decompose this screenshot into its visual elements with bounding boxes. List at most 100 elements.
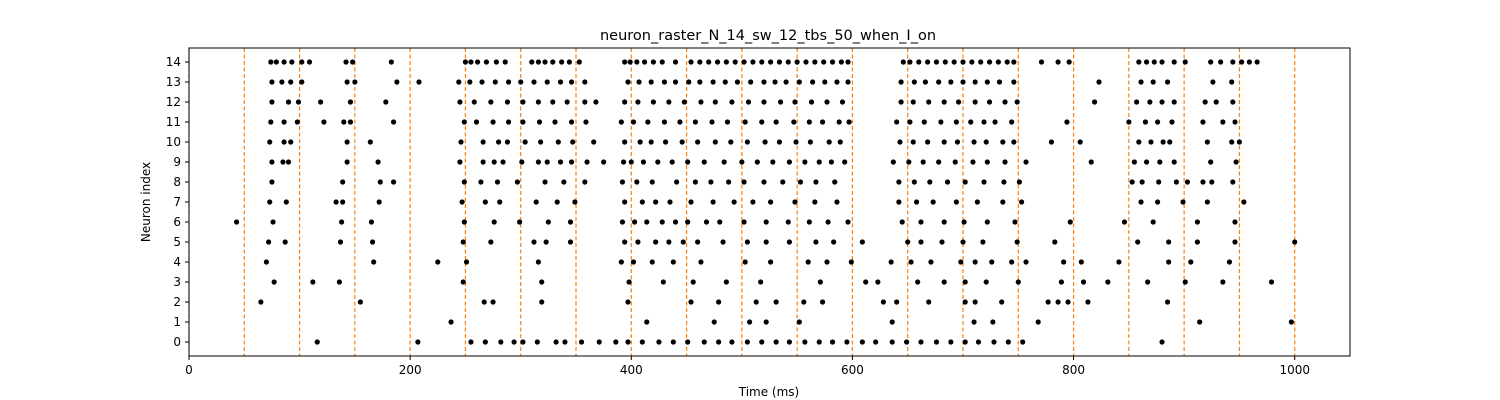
spike-point [672,79,679,85]
spike-point [613,339,619,345]
spike-point [539,299,545,305]
spike-point [1145,279,1151,285]
spike-point [984,159,990,165]
y-tick-label: 10 [166,135,181,149]
spike-point [568,79,575,85]
spike-point [722,79,728,85]
spike-point [1080,279,1087,285]
spike-point [655,159,661,165]
spike-point [567,239,574,245]
spike-point [1139,179,1145,185]
spike-point [271,279,277,285]
spike-point [488,99,494,105]
spike-point [468,339,474,345]
spike-point [826,139,832,145]
spike-point [659,219,665,225]
spike-point [299,59,305,65]
spike-point [269,179,275,185]
spike-point [1208,159,1214,165]
x-tick-label: 200 [399,363,422,377]
spike-point [962,179,968,185]
spike-point [845,59,851,65]
spike-point [533,199,539,205]
spike-point [812,59,818,65]
spike-point [1135,239,1141,245]
spike-point [467,79,473,85]
spike-point [692,119,699,125]
spike-point [1164,79,1171,85]
spike-point [1159,339,1165,345]
spike-point [500,159,506,165]
spike-point [1210,79,1216,85]
spike-point [992,119,998,125]
spike-point [648,79,654,85]
spike-point [494,179,501,185]
spike-point [488,239,494,245]
spike-point [772,79,778,85]
x-tick-label: 400 [620,363,643,377]
spike-point [753,299,759,305]
spike-point [645,119,651,125]
spike-point [628,159,634,165]
spike-point [626,279,632,285]
spike-point [1067,219,1073,225]
spike-point [1236,139,1243,145]
spike-point [280,159,286,165]
spike-point [281,119,287,125]
spike-point [1167,139,1173,145]
spike-point [907,119,913,125]
spike-point [786,339,793,345]
spike-point [639,339,645,345]
spike-point [742,259,748,265]
spike-point [591,139,597,145]
y-tick-label: 11 [166,115,181,129]
spike-point [813,179,819,185]
spike-point [734,79,741,85]
spike-point [829,339,836,345]
spike-point [317,99,324,105]
spike-point [900,59,906,65]
spike-point [474,59,481,65]
spike-point [821,59,827,65]
spike-point [748,79,754,85]
spike-point [948,339,954,345]
spike-point [712,139,718,145]
spike-point [791,119,797,125]
spike-point [796,79,802,85]
spike-point [1116,259,1122,265]
spike-point [785,59,791,65]
spike-point [962,299,968,305]
spike-point [1150,79,1156,85]
spike-point [1200,119,1206,125]
spike-point [554,199,560,205]
spike-point [625,339,631,345]
spike-point [1014,99,1020,105]
spike-point [768,259,774,265]
spike-point [745,99,752,105]
spike-point [1188,259,1194,265]
spike-point [1233,159,1239,165]
spike-point [846,119,852,125]
spike-point [863,279,869,285]
spike-point [1126,119,1132,125]
spike-point [618,259,624,265]
spike-point [1148,139,1154,145]
spike-point [285,159,292,165]
spike-point [1143,159,1150,165]
spike-point [557,159,564,165]
spike-point [562,339,568,345]
spike-point [369,239,376,245]
spike-point [539,279,545,285]
spike-point [634,59,640,65]
spike-point [759,59,765,65]
spike-point [1155,119,1161,125]
spike-point [371,259,377,265]
spike-point [859,339,865,345]
spike-point [759,119,765,125]
spike-point [723,59,729,65]
spike-point [1182,279,1188,285]
spike-point [939,239,945,245]
spike-point [806,219,812,225]
spike-point [1159,59,1165,65]
spike-point [906,159,912,165]
